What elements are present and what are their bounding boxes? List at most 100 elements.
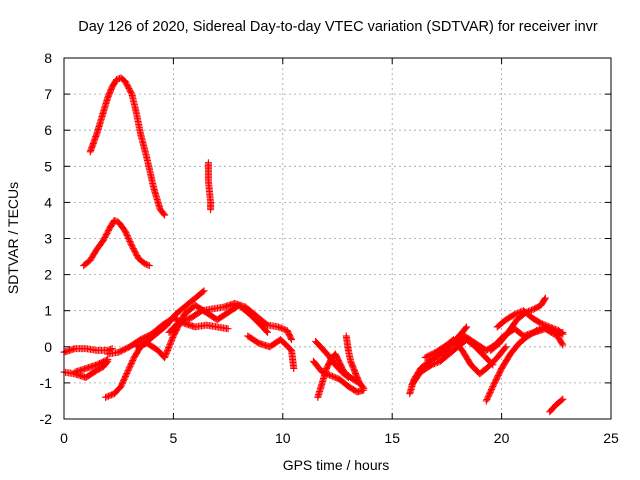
data-point <box>528 306 536 314</box>
y-tick-label: -1 <box>40 375 53 391</box>
data-point <box>549 324 557 332</box>
data-point <box>168 336 176 344</box>
y-tick-label: 1 <box>44 303 52 319</box>
trace-arc-15 <box>342 332 368 392</box>
y-tick-label: 8 <box>44 50 52 66</box>
y-tick-label: 3 <box>44 231 52 247</box>
data-point <box>126 237 134 245</box>
trace-arc-11 <box>244 332 298 372</box>
data-point <box>121 227 129 235</box>
data-point <box>161 354 169 362</box>
data-point <box>546 323 554 331</box>
data-point <box>122 371 130 379</box>
data-point <box>160 210 168 218</box>
data-point <box>125 236 133 244</box>
data-point <box>515 309 523 317</box>
data-point <box>552 325 560 333</box>
data-point <box>559 330 567 338</box>
data-point <box>486 388 494 396</box>
data-point <box>263 328 271 336</box>
data-point <box>462 324 470 332</box>
data-point <box>144 261 152 269</box>
y-axis-label: SDTVAR / TECUs <box>5 182 21 294</box>
data-point <box>540 321 548 329</box>
data-point <box>125 365 133 373</box>
data-point <box>126 362 134 370</box>
data-point <box>161 211 169 219</box>
x-axis-label: GPS time / hours <box>283 457 390 473</box>
trace-arc-14 <box>312 337 352 381</box>
data-point <box>112 217 120 225</box>
data-point <box>125 364 133 372</box>
data-point <box>431 360 439 368</box>
data-point <box>162 349 170 357</box>
data-point <box>559 395 567 403</box>
data-point <box>104 392 112 400</box>
x-tick-label: 25 <box>603 430 619 446</box>
data-point <box>166 341 174 349</box>
data-point <box>541 321 549 329</box>
data-point <box>512 310 520 318</box>
data-point <box>429 360 437 368</box>
data-point <box>482 397 490 405</box>
data-point <box>279 325 287 333</box>
axis-ticks: 0 5 10 15 20 25 -2 -1 0 1 2 3 4 5 6 7 8 <box>40 50 619 446</box>
data-point <box>541 294 549 302</box>
data-point <box>124 367 132 375</box>
trace-arc-3 <box>204 159 215 214</box>
data-point <box>199 288 207 296</box>
data-point <box>165 342 173 350</box>
trace-arc-6 <box>71 355 112 376</box>
data-point <box>102 393 110 401</box>
data-point <box>533 327 541 335</box>
trace-arc-18 <box>421 336 510 378</box>
y-tick-label: 4 <box>44 194 52 210</box>
x-tick-label: 10 <box>275 430 291 446</box>
data-point <box>330 373 338 381</box>
data-point <box>167 338 175 346</box>
data-point <box>161 352 169 360</box>
data-point <box>127 361 135 369</box>
data-point <box>487 387 495 395</box>
data-point <box>359 383 367 391</box>
y-tick-label: 2 <box>44 267 52 283</box>
data-point <box>559 341 567 349</box>
data-point <box>162 351 170 359</box>
data-point <box>121 374 129 382</box>
data-point <box>103 393 111 401</box>
data-point <box>501 344 509 352</box>
data-point <box>550 325 558 333</box>
x-tick-label: 20 <box>494 430 510 446</box>
data-point <box>118 380 126 388</box>
data-point <box>263 327 271 335</box>
data-point <box>274 323 282 331</box>
data-point <box>127 239 135 247</box>
data-point <box>207 206 215 214</box>
data-point <box>280 325 288 333</box>
data-point <box>200 287 208 295</box>
trace-arc-1 <box>86 74 169 219</box>
data-point <box>164 346 172 354</box>
x-tick-label: 15 <box>384 430 400 446</box>
data-point <box>327 372 335 380</box>
data-point <box>117 383 125 391</box>
data-point <box>544 322 552 330</box>
trace-arc-10 <box>165 299 296 344</box>
data-point <box>106 392 114 400</box>
data-point <box>558 396 566 404</box>
grid-lines <box>64 58 611 419</box>
data-point <box>119 378 127 386</box>
data-point <box>141 260 149 268</box>
data-point <box>123 232 131 240</box>
data-point <box>118 381 126 389</box>
data-point <box>486 390 494 398</box>
data-point <box>123 368 131 376</box>
chart-title: Day 126 of 2020, Sidereal Day-to-day VTE… <box>78 19 598 35</box>
data-point <box>168 335 176 343</box>
data-point <box>129 357 137 365</box>
data-point <box>107 391 115 399</box>
trace-arc-23 <box>546 395 567 416</box>
data-point <box>127 89 135 97</box>
